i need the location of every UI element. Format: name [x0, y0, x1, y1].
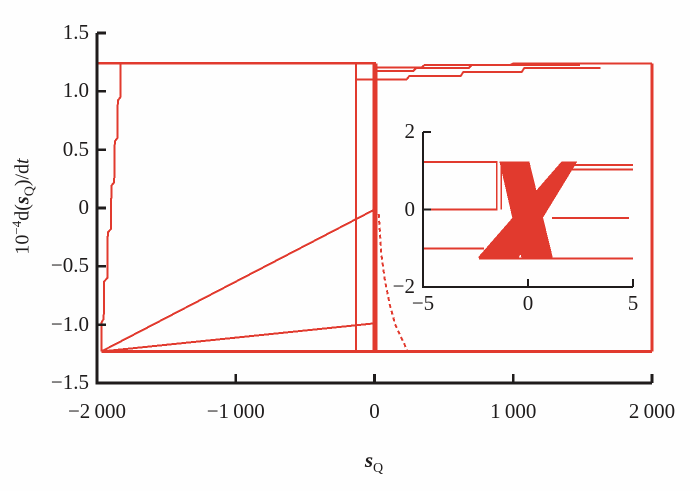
main-x-tick-label: 1 000: [490, 399, 537, 423]
main-y-tick-label: 0: [78, 195, 90, 219]
y-axis-title-tail: )/d: [11, 163, 34, 187]
y-axis-title-base: 10: [11, 234, 34, 255]
main-x-tick-label: 2 000: [628, 399, 676, 423]
main-lower-diagonal: [101, 322, 374, 353]
main-y-tick-label: −1.5: [50, 370, 89, 394]
x-axis-title: sQ: [334, 448, 414, 477]
inset-y-tick-label: −2: [392, 274, 415, 298]
inset-y-tick-label: 0: [404, 196, 416, 221]
main-left-wall: [100, 63, 122, 352]
main-upper-right-3: [355, 67, 601, 81]
inset-x-tick-label: 5: [627, 291, 639, 315]
main-x-tick-label: −1 000: [206, 399, 265, 423]
main-x-tick-label: 0: [369, 399, 380, 423]
y-axis-title-exponent: −4: [8, 220, 24, 235]
main-y-tick-label: −1.0: [50, 311, 89, 336]
x-axis-title-subscript: Q: [373, 461, 384, 477]
inset-y-tick-label: 2: [404, 119, 416, 143]
main-upper-right-2: [375, 64, 580, 72]
x-axis-title-variable: s: [364, 448, 374, 472]
main-x-tick-label: −2 000: [67, 399, 127, 423]
main-y-tick-label: 1.5: [62, 20, 89, 44]
main-y-tick-label: 1.0: [62, 78, 89, 103]
inset-attractor-band-falling: [499, 161, 553, 258]
inset-x-tick-label: −5: [411, 291, 435, 315]
inset-x-tick-label: 0: [522, 291, 534, 315]
main-upper-right-1: [375, 62, 652, 69]
main-y-tick-label: 0.5: [62, 136, 89, 161]
main-y-tick-label: −0.5: [50, 253, 89, 278]
main-decay-curve: [377, 213, 409, 352]
main-diagonal-to-origin: [100, 209, 374, 353]
